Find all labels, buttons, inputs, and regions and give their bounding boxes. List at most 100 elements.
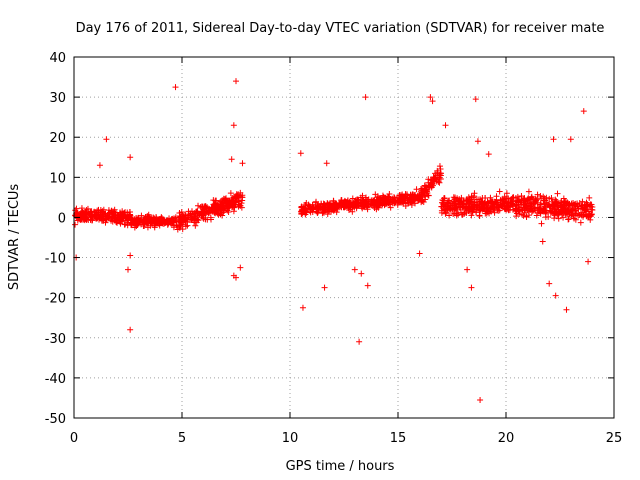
outlier-point [364,282,371,289]
data-point [221,208,228,215]
outlier-point [427,94,434,101]
data-point [553,209,560,216]
data-point [542,204,549,211]
data-point [571,201,578,208]
data-point [299,210,306,217]
data-point [551,202,558,209]
data-point [195,202,202,209]
y-tick-label: 20 [49,131,66,146]
data-point [512,207,519,214]
data-point [451,196,458,203]
outlier-point [550,136,557,143]
data-point [508,197,515,204]
outlier-point [464,266,471,273]
data-point [565,215,572,222]
data-point [360,203,367,210]
data-point [116,214,123,221]
data-point [164,217,171,224]
data-point [478,198,485,205]
data-point [548,194,555,201]
data-point [419,190,426,197]
data-point [474,203,481,210]
data-point [538,220,545,227]
data-point [479,199,486,206]
outlier-point [468,284,475,291]
outlier-point [321,284,328,291]
data-point [518,197,525,204]
data-point [493,193,500,200]
data-point [525,188,532,195]
data-point [330,200,337,207]
data-point [90,209,97,216]
y-tick-label: -20 [45,292,66,307]
y-tick-label: -30 [45,332,66,347]
outlier-point [230,122,237,129]
data-point [579,198,586,205]
data-point [523,213,530,220]
outlier-point [172,84,179,91]
data-point [114,219,121,226]
data-point [402,194,409,201]
data-point [426,184,433,191]
data-point [503,198,510,205]
data-point [557,207,564,214]
data-point [468,203,475,210]
y-tick-label: 10 [49,171,66,186]
data-point [447,200,454,207]
outlier-point [233,274,239,281]
data-point [369,202,376,209]
data-point [346,206,353,213]
data-point [542,214,549,221]
x-tick-label: 10 [282,431,299,446]
data-point [102,213,109,220]
axis-ticks: 0 5 10 15 20 25 -50 -40 -30 -20 -10 0 10 20 30 40 [45,51,623,446]
outlier-point [323,160,330,167]
grid-lines [74,57,614,418]
data-point [374,193,381,200]
x-tick-label: 20 [498,431,515,446]
data-point [412,191,419,198]
data-point [586,194,593,201]
data-point [192,217,199,224]
data-point [512,201,519,208]
data-point [350,200,357,207]
data-point [169,217,176,224]
data-point [524,196,531,203]
data-point [519,207,526,214]
data-point [533,212,540,219]
data-point [408,198,415,205]
data-point [387,204,394,211]
data-point [326,206,333,213]
outlier-point [442,122,449,129]
data-point [585,208,592,215]
y-axis-label: SDTVAR / TECUs [7,184,22,291]
data-point [558,210,565,217]
outlier-point [239,160,246,167]
data-point [188,213,195,220]
data-point [434,169,441,176]
data-point [227,190,234,197]
data-point [319,205,326,212]
data-point [575,206,582,213]
data-point [537,201,544,208]
data-point [422,183,429,190]
data-point [373,198,380,205]
data-point [529,205,536,212]
data-point [320,209,327,216]
data-point [203,208,210,215]
data-point [560,195,567,202]
data-point [571,201,578,208]
data-point [176,218,183,225]
x-axis-label: GPS time / hours [286,459,395,474]
outlier-point [552,292,559,299]
data-point [105,210,112,217]
data-point [365,198,372,205]
data-point [318,201,325,208]
data-point [227,200,234,207]
outlier-point [429,98,436,105]
outlier-point [485,151,492,158]
data-point [80,212,87,219]
data-point [182,214,189,221]
outlier-point [416,250,423,257]
data-point [537,209,544,216]
